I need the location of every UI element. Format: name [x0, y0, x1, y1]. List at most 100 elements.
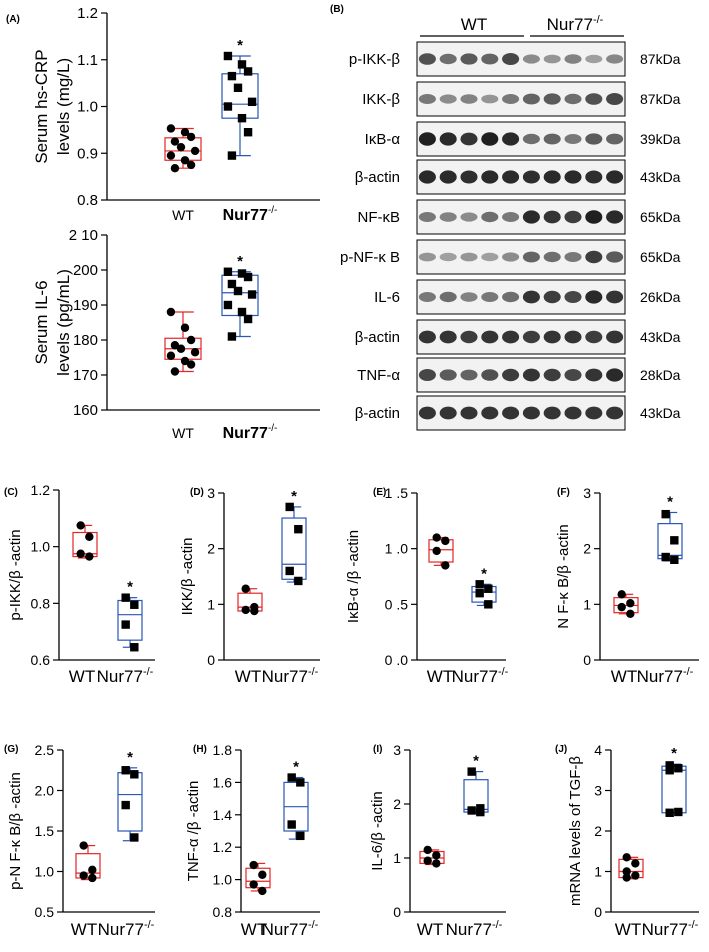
blot-band	[564, 93, 582, 105]
blot-row-label: β-actin	[355, 169, 400, 186]
data-point	[190, 146, 200, 156]
blot-row-label: p-IKK-β	[349, 51, 401, 68]
y-axis-title-line: IKK/β -actin	[179, 538, 196, 616]
y-tick-label: 0.9	[77, 145, 98, 162]
category-label-nur77: Nur77-/-	[637, 666, 694, 686]
blot-band	[502, 330, 520, 344]
blot-band	[460, 252, 478, 262]
blot-row-label: NF-κB	[358, 209, 401, 226]
y-tick-label: 1	[583, 596, 591, 612]
y-tick-label: 1.5	[35, 823, 55, 839]
data-point	[441, 561, 450, 570]
data-point	[237, 307, 247, 317]
blot-row-label: β-actin	[355, 405, 400, 422]
significance-star: *	[481, 565, 487, 582]
chart-a2: 160 170 180 190 200 2 10 Serum IL-6 levels (pg/…	[32, 227, 320, 442]
blot-band	[543, 170, 561, 184]
panel-label: (E)	[373, 487, 386, 498]
category-label-wt: WT	[235, 667, 261, 686]
significance-star: *	[127, 749, 133, 766]
box-iqr	[72, 531, 98, 558]
data-point	[250, 606, 259, 616]
category-label-nur77: Nur77-/-	[452, 666, 509, 686]
y-axis-title: Serum hs-CRP levels (mg/L)	[32, 49, 73, 163]
blot-row: IL-6 26kDa	[374, 279, 681, 315]
data-point	[476, 807, 485, 817]
blot-band	[564, 252, 582, 262]
data-point	[227, 71, 237, 81]
y-tick-label: 1.0	[213, 872, 233, 888]
blot-band	[502, 252, 520, 262]
blot-band	[418, 369, 436, 381]
data-point	[432, 859, 441, 868]
data-point	[622, 853, 631, 862]
y-tick-label: 200	[73, 262, 98, 279]
data-point	[237, 60, 247, 69]
blot-kda-label: 28kDa	[640, 367, 681, 383]
data-point	[243, 314, 253, 324]
data-point	[180, 156, 190, 165]
blot-row: p-NF-κ B 65kDa	[340, 239, 681, 275]
data-point	[85, 552, 94, 561]
series-nur77: *	[221, 37, 259, 160]
blot-band	[502, 170, 520, 184]
blot-band	[460, 170, 478, 184]
box-iqr	[221, 73, 259, 119]
y-axis-title-line: p-IKK/β -actin	[7, 529, 24, 620]
y-tick-label: 0	[393, 904, 401, 920]
blot-band	[418, 170, 436, 184]
data-point	[617, 590, 626, 599]
category-superscript: -/-	[143, 666, 154, 678]
chart-i: (I) 0 1 2 3 IL-6/β -actin * WT Nur77-/-	[369, 742, 506, 939]
series-wt	[618, 853, 644, 882]
y-tick-label: 0.8	[77, 192, 98, 209]
y-tick-label: 1.2	[213, 839, 233, 855]
data-point	[241, 584, 250, 593]
chart-j: (J) 0 1 2 3 4 mRNA levels of TGF-β * WT Nur77-/-	[555, 742, 699, 939]
data-point	[626, 599, 635, 608]
blot-group: (B) WT Nur77-/- p-IKK-β 87kDa IKK-β 87kDa IκB-α…	[330, 4, 681, 431]
category-label-wt: WT	[71, 920, 97, 939]
blot-band	[543, 251, 561, 263]
y-axis-title-line: Serum IL-6	[32, 280, 51, 364]
data-point	[287, 820, 296, 829]
data-point	[166, 351, 176, 360]
data-point	[166, 124, 176, 133]
panel-label: (J)	[555, 744, 567, 755]
blot-band	[564, 369, 582, 381]
data-point	[227, 332, 237, 341]
group-label-wt: WT	[461, 15, 487, 34]
y-tick-label: 2	[207, 541, 215, 557]
data-point	[247, 290, 257, 299]
y-axis-title-line: IκB-α /β -actin	[345, 530, 362, 623]
y-axis-title-line: IL-6/β -actin	[369, 791, 386, 871]
y-tick-label: 0 .0	[385, 652, 409, 668]
y-tick-label: 1 .5	[385, 485, 409, 501]
category-label-nur77: Nur77-/-	[98, 919, 155, 939]
y-axis-title-line: Serum hs-CRP	[32, 49, 51, 163]
data-point	[467, 806, 476, 815]
box-iqr	[75, 853, 101, 879]
blot-band	[439, 132, 457, 146]
blot-band	[418, 292, 436, 302]
y-axis-title-line: p-N F-κ B/β -actin	[7, 772, 24, 890]
series-wt	[75, 841, 101, 883]
y-tick-label: 160	[73, 402, 98, 419]
blot-band	[606, 54, 624, 64]
blot-band	[522, 170, 540, 184]
data-point	[296, 831, 305, 841]
y-tick-label: 1.0	[77, 99, 98, 116]
blot-band	[481, 132, 499, 146]
data-point	[467, 767, 476, 776]
blot-row: TNF-α 28kDa	[357, 357, 681, 393]
blot-band	[481, 292, 499, 302]
data-point	[423, 845, 432, 855]
y-axis-title-line: mRNA levels of TGF-β	[567, 756, 584, 906]
blot-kda-label: 43kDa	[640, 329, 681, 345]
y-axis-title: mRNA levels of TGF-β	[567, 756, 584, 906]
blot-band	[606, 406, 624, 420]
data-point	[432, 546, 441, 556]
data-point	[88, 873, 97, 883]
significance-star: *	[291, 488, 297, 505]
category-label-wt: WT	[241, 920, 267, 939]
